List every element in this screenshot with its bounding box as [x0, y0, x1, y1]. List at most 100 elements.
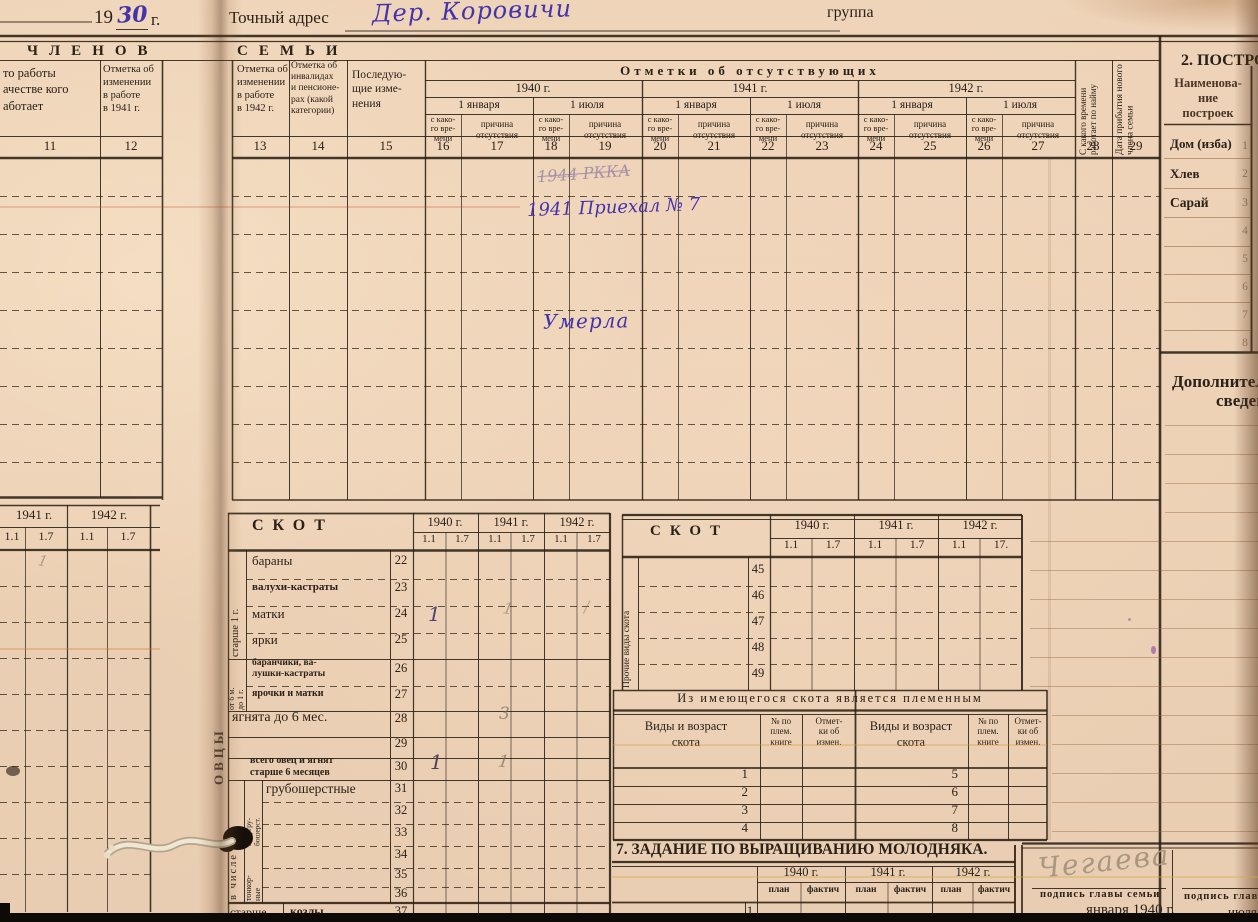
task-year-1940: 1940 г. [783, 865, 819, 879]
col11-header: то работы ачестве кого аботает [3, 66, 69, 113]
colnum-24: 24 [869, 138, 883, 153]
row-label-older-prefix: старше [230, 905, 267, 919]
rownum-23: 23 [394, 580, 408, 594]
row-label-rams: бараны [252, 553, 293, 568]
task-plan: план [940, 885, 962, 895]
subcol-reason: причина отсутствия [1017, 119, 1059, 140]
sheep-year-1940: 1940 г. [427, 515, 463, 529]
subcol-time: с како-го вре-мени [647, 114, 673, 143]
task-year-1941: 1941 г. [870, 865, 906, 879]
other-year-1940: 1940 г. [794, 518, 830, 532]
left-table-sub: 1.7 [38, 529, 54, 543]
rownum-25: 25 [394, 632, 408, 646]
signature-date: января 1940 г. [1086, 902, 1175, 918]
absent-year-1940: 1940 г. [515, 81, 551, 95]
colnum-21: 21 [707, 138, 721, 153]
colnum-11: 11 [43, 138, 57, 153]
sheep-sub: 1.1 [488, 533, 502, 545]
absent-year-1941: 1941 г. [732, 81, 768, 95]
extra-info-title-line1: Дополнительные [1172, 372, 1258, 391]
breeding-rownum-2: 2 [741, 784, 749, 799]
breeding-change-header: Отмет-ки об измен. [815, 716, 843, 747]
binding-thread [103, 826, 253, 859]
colnum-27: 27 [1031, 138, 1045, 153]
rownum-29: 29 [394, 736, 408, 750]
sheep-table-title: СКОТ [252, 517, 334, 534]
colnum-13: 13 [253, 138, 267, 153]
group-6m-1yr-vertical: от 6 м. до 1 г. [227, 687, 245, 710]
rownum-34: 34 [394, 847, 408, 861]
rownum-22: 22 [394, 553, 408, 567]
subcol-reason: причина отсутствия [909, 119, 951, 140]
breeding-rownum-3: 3 [741, 802, 749, 817]
breeding-book-header-2: № по плем. книге [977, 716, 999, 747]
colnum-23: 23 [815, 138, 829, 153]
colnum-12: 12 [124, 138, 138, 153]
other-year-1942: 1942 г. [962, 518, 998, 532]
task-title: 7. ЗАДАНИЕ ПО ВЫРАЩИВАНИЮ МОЛОДНЯКА. [616, 841, 988, 858]
task-plan: план [855, 885, 877, 895]
colnum-28: 28 [1086, 138, 1100, 153]
rownum-36: 36 [394, 886, 408, 900]
other-livestock-title: СКОТ [650, 523, 730, 539]
col14-header: Отметка об инвалидах и пенсионе-рах (какой… [291, 61, 340, 116]
rownum-45: 45 [751, 562, 765, 576]
colnum-15: 15 [379, 138, 393, 153]
building-house: Дом (изба) [1170, 136, 1232, 151]
sheep-sub: 1.7 [587, 533, 601, 545]
task-fact: фактич [806, 885, 840, 895]
rownum-31: 31 [394, 781, 408, 795]
row-label-yearlings: ярки [252, 632, 278, 647]
rownum-30: 30 [394, 759, 408, 773]
subcol-time: с како-го вре-мени [430, 114, 456, 143]
building-num-1: 1 [1242, 140, 1248, 152]
date-jan-1940: 1 января [458, 99, 500, 111]
colnum-29: 29 [1129, 138, 1143, 153]
task-fact: фактич [893, 885, 927, 895]
row-label-coarse-wool: грубошерстные [266, 781, 356, 796]
building-num-8: 8 [1242, 337, 1248, 349]
row-label-ewes: матки [252, 606, 285, 621]
mark-total-1940: 1 [430, 750, 443, 774]
col12-header: Отметка об изменении в работе в 1941 г. [103, 64, 154, 115]
colnum-22: 22 [761, 138, 775, 153]
rownum-46: 46 [751, 588, 765, 602]
subcol-time: с како-го вре-мени [538, 114, 564, 143]
building-barn: Хлев [1170, 166, 1200, 181]
sheep-sub: 1.1 [422, 533, 436, 545]
subcol-time: с како-го вре-мени [863, 114, 889, 143]
row-label-young-ewes: ярочки и матки [252, 688, 324, 699]
subcol-time: с како-го вре-мени [755, 114, 781, 143]
subcol-time: с како-го вре-мени [971, 114, 997, 143]
rownum-35: 35 [394, 867, 408, 881]
left-table-sub: 1.1 [79, 529, 95, 543]
date-jul-1942: 1 июля [1002, 99, 1038, 111]
col15-header: Последую-щие изме-нения [352, 69, 407, 110]
rownum-27: 27 [394, 687, 408, 701]
row-label-young-rams: баранчики, ва-лушки-кастраты [252, 658, 326, 680]
extra-info-title-line2: сведения [1216, 391, 1258, 410]
left-table-sub: 1.7 [120, 529, 136, 543]
building-shed: Сарай [1170, 195, 1209, 210]
building-num-5: 5 [1242, 253, 1248, 265]
other-sub: 1.7 [825, 539, 841, 551]
col13-header: Отметка об изменении в работе в 1942 г. [237, 64, 288, 115]
address-label: Точный адрес [229, 8, 329, 27]
mark-ewes-1940: 1 [428, 602, 441, 626]
building-num-2: 2 [1242, 168, 1248, 180]
buildings-section-title: 2. ПОСТРОЙКИ [1181, 52, 1258, 69]
breeding-rownum-1: 1 [741, 766, 749, 781]
breeding-rownum-7: 7 [951, 802, 959, 817]
members-title-left: ЧЛЕНОВ [27, 43, 159, 59]
signature-label: подпись главы семьи [1040, 889, 1161, 900]
left-table-year-1942: 1942 г. [90, 507, 128, 522]
sheep-side-label-vertical: ОВЦЫ [211, 727, 226, 785]
breeding-change-header-2: Отмет-ки об измен. [1014, 716, 1042, 747]
mark-lambs-1941: 3 [499, 704, 510, 724]
mark-ewes-1942: / [584, 597, 590, 616]
handwritten-entry-died: Умерла [542, 308, 630, 334]
buildings-header: Наименова-ние построек [1174, 76, 1242, 120]
task-fact: фактич [977, 885, 1011, 895]
